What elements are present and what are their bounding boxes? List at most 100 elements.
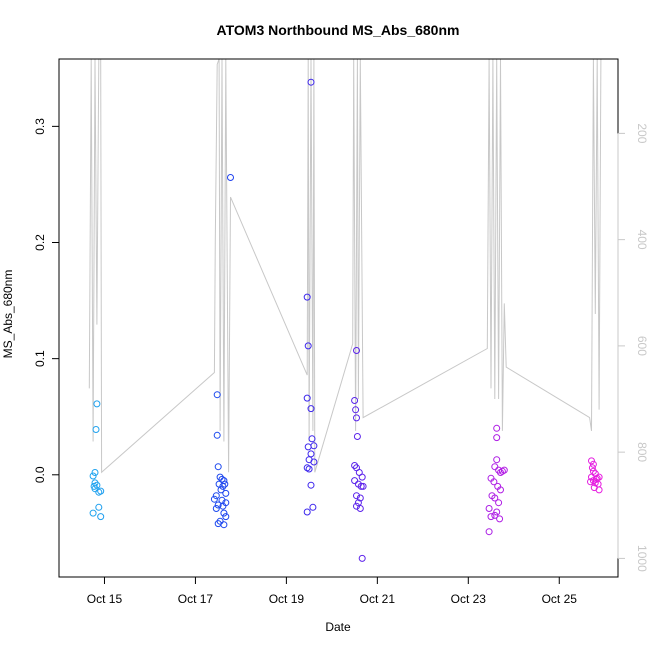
- data-point: [310, 442, 318, 450]
- data-point: [493, 424, 501, 432]
- y-tick-label: 0.3: [33, 118, 47, 135]
- y2-tick-label: 400: [635, 230, 649, 250]
- x-tick-label: Oct 15: [87, 592, 123, 606]
- data-point: [210, 495, 218, 503]
- data-point: [219, 502, 227, 510]
- data-point: [359, 482, 367, 490]
- data-point: [214, 501, 222, 509]
- x-tick-label: Oct 17: [178, 592, 214, 606]
- data-point: [496, 515, 504, 523]
- data-point: [303, 464, 311, 472]
- y2-tick-label: 1000: [635, 545, 649, 572]
- x-tick-label: Oct 19: [269, 592, 305, 606]
- data-point: [356, 494, 364, 502]
- data-point: [491, 463, 499, 471]
- y-axis: 0.0 0.1 0.2 0.3: [33, 118, 60, 483]
- data-point: [493, 508, 501, 516]
- data-point: [307, 450, 315, 458]
- data-point: [491, 511, 499, 519]
- y2-axis: 200 400 600 800 1000: [617, 123, 649, 572]
- data-point: [91, 469, 99, 476]
- data-point: [358, 554, 366, 562]
- data-point: [93, 481, 101, 489]
- overlay-line-layer: [88, 59, 602, 474]
- data-point: [93, 400, 101, 408]
- plot-frame: [58, 58, 619, 578]
- data-point: [352, 406, 360, 414]
- data-point: [353, 414, 360, 422]
- data-point: [500, 466, 508, 474]
- y-tick-label: 0.2: [33, 234, 47, 251]
- x-tick-label: Oct 21: [360, 592, 396, 606]
- data-point: [353, 502, 360, 510]
- data-point: [91, 485, 99, 493]
- data-point: [356, 505, 364, 512]
- data-point: [220, 509, 228, 517]
- data-point: [353, 347, 360, 354]
- y-axis-label: MS_Abs_680nm: [1, 270, 15, 359]
- data-point: [497, 469, 504, 476]
- data-point: [353, 433, 361, 440]
- x-tick-label: Oct 23: [451, 592, 487, 606]
- data-point: [222, 489, 230, 497]
- data-point: [485, 505, 493, 512]
- data-point: [595, 486, 603, 494]
- data-point: [221, 480, 229, 488]
- y-tick-label: 0.1: [33, 350, 47, 367]
- data-point: [89, 472, 97, 480]
- data-point: [308, 435, 316, 443]
- data-point: [304, 443, 312, 451]
- chart-title: ATOM3 Northbound MS_Abs_680nm: [217, 22, 460, 38]
- data-point: [303, 293, 311, 301]
- data-point: [485, 528, 493, 536]
- data-point: [493, 456, 501, 464]
- data-point: [219, 482, 227, 490]
- data-point: [307, 78, 315, 86]
- data-point: [498, 467, 506, 475]
- data-point: [351, 477, 359, 485]
- x-axis-label: Date: [325, 620, 351, 634]
- data-point: [212, 492, 220, 500]
- data-point: [307, 481, 315, 489]
- data-point: [310, 458, 318, 466]
- data-point: [213, 431, 221, 439]
- data-point: [491, 494, 499, 502]
- data-point: [358, 473, 366, 481]
- data-point: [497, 486, 504, 494]
- data-point: [227, 174, 234, 181]
- data-point: [493, 434, 501, 442]
- data-point: [309, 503, 317, 511]
- data-point: [588, 464, 596, 472]
- data-point: [97, 513, 105, 521]
- data-point: [589, 460, 597, 468]
- data-point: [490, 478, 498, 486]
- data-point: [212, 505, 220, 512]
- data-point: [217, 486, 225, 494]
- data-point: [307, 405, 315, 413]
- y2-tick-label: 200: [635, 123, 649, 143]
- data-point: [214, 463, 222, 471]
- data-point: [495, 499, 503, 507]
- data-point: [220, 521, 228, 529]
- data-point: [304, 342, 312, 350]
- data-point: [222, 513, 230, 521]
- data-point: [595, 473, 603, 481]
- points-layer: [89, 78, 603, 562]
- data-point: [213, 391, 221, 399]
- data-point: [351, 462, 359, 469]
- y-tick-label: 0.0: [33, 466, 47, 483]
- y2-tick-label: 800: [635, 442, 649, 462]
- data-point: [353, 492, 360, 500]
- x-tick-label: Oct 25: [542, 592, 578, 606]
- data-point: [351, 397, 359, 404]
- data-point: [587, 478, 594, 486]
- data-point: [305, 465, 313, 473]
- x-axis: Oct 15 Oct 17 Oct 19 Oct 21 Oct 23 Oct 25: [87, 576, 578, 606]
- data-point: [303, 394, 311, 402]
- data-point: [487, 513, 495, 521]
- data-point: [92, 426, 100, 433]
- y2-tick-label: 600: [635, 336, 649, 356]
- data-point: [216, 473, 224, 481]
- data-point: [357, 482, 365, 490]
